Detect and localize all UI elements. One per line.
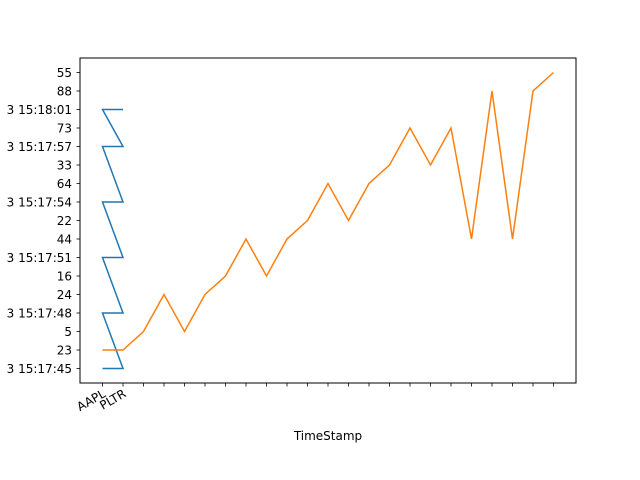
series-line — [102, 71, 555, 351]
y-tick-label: 22 — [57, 214, 72, 228]
y-tick-label: 88 — [57, 84, 72, 98]
y-tick-label: 3 15:17:48 — [7, 306, 72, 320]
plot-frame — [79, 57, 577, 384]
y-tick-label: 44 — [57, 232, 72, 246]
series-line — [101, 108, 125, 370]
y-tick-label: 3 15:17:54 — [7, 195, 72, 209]
y-tick-label: 33 — [57, 158, 72, 172]
y-tick-label: 73 — [57, 121, 72, 135]
y-axis-ticks: 3 15:17:45 23 5 3 15:17:48 24 16 3 15:17:51 44 2… — [7, 66, 80, 376]
y-tick-label: 16 — [57, 269, 72, 283]
x-axis-title: TimeStamp — [293, 429, 362, 443]
series-1 — [102, 71, 555, 351]
y-tick-label: 3 15:17:51 — [7, 251, 72, 265]
y-tick-label: 3 15:17:45 — [7, 362, 72, 376]
y-tick-label: 3 15:17:57 — [7, 140, 72, 154]
series-0 — [101, 108, 125, 370]
y-tick-label: 55 — [57, 66, 72, 80]
y-tick-label: 64 — [57, 177, 72, 191]
y-tick-label: 3 15:18:01 — [7, 103, 72, 117]
y-tick-label: 23 — [57, 343, 72, 357]
y-tick-label: 24 — [57, 288, 72, 302]
y-tick-label: 5 — [64, 325, 72, 339]
series-layer — [101, 71, 555, 370]
